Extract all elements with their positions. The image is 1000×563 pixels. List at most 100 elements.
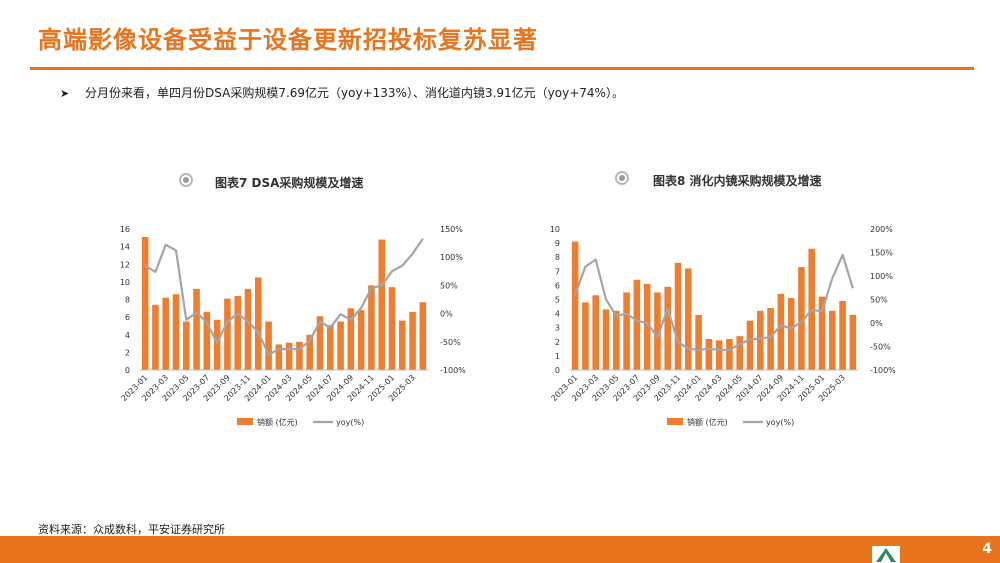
bar <box>388 287 396 370</box>
y-tick-label-left: 5 <box>555 296 560 305</box>
y-tick-label-left: 4 <box>125 331 130 340</box>
bar <box>203 311 211 370</box>
bar <box>152 304 159 370</box>
bar <box>787 298 795 370</box>
bar <box>296 341 303 370</box>
bar <box>337 321 344 370</box>
bar <box>612 310 620 370</box>
bar <box>244 288 252 370</box>
bar <box>213 319 221 370</box>
y-tick-label-left: 14 <box>120 243 130 252</box>
bar <box>326 325 334 370</box>
y-tick-label-right: 150% <box>440 225 463 234</box>
y-tick-label-left: 10 <box>120 278 130 287</box>
bar <box>828 310 836 370</box>
y-tick-label-left: 9 <box>555 239 560 248</box>
legend-line-label: yoy(%) <box>766 418 794 427</box>
y-tick-label-right: -50% <box>440 338 461 347</box>
bar <box>633 279 641 370</box>
bar <box>756 310 764 370</box>
bullet-label: 分月份来看，单四月份DSA采购规模7.69亿元（yoy+133%）、消化道内镜3… <box>85 86 624 100</box>
y-tick-label-left: 6 <box>555 281 560 290</box>
y-tick-label-left: 6 <box>125 313 130 322</box>
y-tick-label-right: 50% <box>440 281 458 290</box>
bar <box>695 315 702 370</box>
radio-bullet-icon <box>615 171 629 185</box>
bar <box>409 311 416 370</box>
bar <box>582 302 589 370</box>
y-tick-label-right: 0% <box>870 319 883 328</box>
bar <box>643 283 651 370</box>
chart-endoscope: 012345678910-100%-50%0%50%100%150%200%20… <box>550 225 897 427</box>
bar <box>674 262 682 370</box>
logo-icon <box>872 546 900 563</box>
y-tick-label-left: 10 <box>550 225 560 234</box>
y-tick-label-right: -50% <box>870 343 891 352</box>
y-tick-label-left: 0 <box>125 366 130 375</box>
bar <box>684 268 692 370</box>
source-note: 资料来源：众成数科，平安证券研究所 <box>38 523 225 536</box>
bar <box>234 295 242 370</box>
bar <box>654 292 661 370</box>
yoy-line <box>144 237 424 356</box>
bar <box>592 295 600 370</box>
bar <box>664 286 672 370</box>
bar <box>767 307 774 370</box>
y-tick-label-left: 1 <box>555 352 560 361</box>
bar <box>726 338 733 370</box>
legend-bar-label: 销额 (亿元) <box>687 417 728 427</box>
y-tick-label-left: 7 <box>555 267 560 276</box>
arrow-bullet-icon: ➤ <box>60 87 70 100</box>
bullet-text: ➤ 分月份来看，单四月份DSA采购规模7.69亿元（yoy+133%）、消化道内… <box>60 84 624 101</box>
y-tick-label-right: 100% <box>870 272 893 281</box>
bar <box>419 302 427 370</box>
y-tick-label-right: 0% <box>440 310 453 319</box>
bar <box>193 288 200 370</box>
bar <box>285 342 293 370</box>
y-tick-label-left: 3 <box>555 324 560 333</box>
bar <box>368 285 375 370</box>
y-tick-label-left: 8 <box>125 296 130 305</box>
legend-line-label: yoy(%) <box>336 418 364 427</box>
y-tick-label-left: 0 <box>555 366 560 375</box>
page-number: 4 <box>982 541 992 557</box>
y-tick-label-right: -100% <box>440 366 466 375</box>
bar <box>715 340 723 370</box>
footer-bar <box>0 536 1000 563</box>
radio-bullet-icon <box>179 173 193 187</box>
bar <box>746 320 754 370</box>
y-tick-label-right: 50% <box>870 296 888 305</box>
bar <box>736 336 744 370</box>
bar <box>275 344 283 370</box>
bar <box>141 236 149 370</box>
bar <box>798 267 805 370</box>
bar <box>182 321 190 370</box>
bar <box>623 292 630 370</box>
bar <box>818 296 826 370</box>
y-tick-label-right: 100% <box>440 253 463 262</box>
legend-bar-label: 销额 (亿元) <box>257 417 298 427</box>
y-tick-label-left: 12 <box>120 260 130 269</box>
bar <box>849 314 857 370</box>
chart-title-endoscope: 图表8 消化内镜采购规模及增速 <box>653 174 822 188</box>
y-tick-label-left: 8 <box>555 253 560 262</box>
yoy-line <box>574 253 854 351</box>
y-tick-label-right: -100% <box>870 366 896 375</box>
bar <box>254 277 262 370</box>
bar <box>172 294 180 370</box>
y-tick-label-left: 2 <box>125 348 130 357</box>
title-divider <box>30 67 974 70</box>
bar <box>839 300 846 370</box>
bar <box>777 293 785 370</box>
chart-dsa: 0246810121416-100%-50%0%50%100%150%2023-… <box>120 225 467 427</box>
bar <box>162 297 170 370</box>
bar <box>265 321 272 370</box>
bar <box>602 309 610 370</box>
bar <box>571 241 579 370</box>
bar <box>398 320 406 370</box>
bar <box>224 298 231 370</box>
legend-bar-swatch <box>667 418 683 425</box>
bar <box>316 316 324 370</box>
page-title: 高端影像设备受益于设备更新招投标复苏显著 <box>38 25 538 54</box>
bar <box>705 338 713 370</box>
